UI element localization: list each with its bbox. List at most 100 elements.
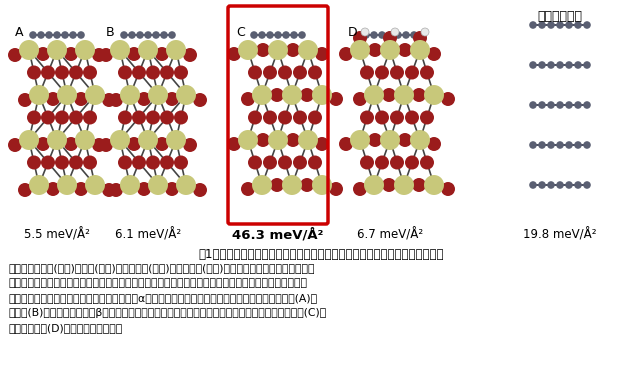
Circle shape — [556, 181, 564, 189]
Circle shape — [529, 141, 537, 149]
Circle shape — [263, 110, 277, 124]
Circle shape — [350, 40, 370, 60]
Circle shape — [46, 92, 60, 106]
Circle shape — [193, 183, 207, 197]
Circle shape — [144, 31, 152, 39]
Circle shape — [138, 40, 158, 60]
Circle shape — [136, 31, 144, 39]
Circle shape — [29, 31, 37, 39]
Circle shape — [282, 175, 302, 195]
Circle shape — [583, 21, 591, 29]
Circle shape — [382, 88, 396, 102]
Circle shape — [556, 61, 564, 69]
Circle shape — [547, 141, 555, 149]
Circle shape — [583, 101, 591, 109]
Circle shape — [398, 133, 412, 147]
Circle shape — [256, 43, 270, 57]
Circle shape — [312, 85, 332, 105]
Circle shape — [375, 66, 389, 80]
Circle shape — [64, 47, 78, 61]
Circle shape — [293, 110, 307, 124]
Circle shape — [308, 110, 322, 124]
Circle shape — [329, 182, 343, 196]
Circle shape — [183, 138, 197, 152]
Text: A: A — [15, 25, 24, 39]
Circle shape — [77, 31, 85, 39]
Circle shape — [529, 181, 537, 189]
Text: 5.5 meV/Å²: 5.5 meV/Å² — [24, 228, 90, 241]
Circle shape — [168, 31, 176, 39]
Circle shape — [183, 48, 197, 62]
Circle shape — [118, 66, 132, 80]
Circle shape — [278, 156, 292, 170]
Text: 6.1 meV/Å²: 6.1 meV/Å² — [115, 228, 181, 241]
Circle shape — [556, 21, 564, 29]
Circle shape — [383, 31, 397, 45]
Circle shape — [270, 88, 284, 102]
Circle shape — [394, 85, 414, 105]
Circle shape — [69, 156, 83, 170]
Circle shape — [110, 40, 130, 60]
Circle shape — [102, 183, 116, 197]
Circle shape — [132, 110, 146, 124]
Circle shape — [300, 178, 314, 192]
Text: 19.8 meV/Å²: 19.8 meV/Å² — [523, 228, 597, 241]
Circle shape — [74, 92, 88, 106]
Circle shape — [75, 130, 95, 150]
Circle shape — [382, 178, 396, 192]
Circle shape — [391, 28, 399, 36]
Circle shape — [61, 31, 69, 39]
Circle shape — [252, 85, 272, 105]
Circle shape — [18, 183, 32, 197]
Circle shape — [293, 66, 307, 80]
Circle shape — [420, 66, 434, 80]
Circle shape — [398, 43, 412, 57]
Circle shape — [538, 21, 546, 29]
Circle shape — [405, 66, 419, 80]
Circle shape — [375, 110, 389, 124]
Circle shape — [241, 182, 255, 196]
Circle shape — [353, 31, 367, 45]
Circle shape — [174, 66, 188, 80]
Circle shape — [41, 110, 55, 124]
Circle shape — [238, 40, 258, 60]
Circle shape — [364, 175, 384, 195]
Circle shape — [410, 130, 430, 150]
Circle shape — [160, 156, 174, 170]
Circle shape — [270, 178, 284, 192]
Circle shape — [160, 66, 174, 80]
Circle shape — [286, 43, 300, 57]
Circle shape — [258, 31, 266, 39]
Circle shape — [360, 110, 374, 124]
Circle shape — [102, 93, 116, 107]
Circle shape — [574, 101, 582, 109]
Circle shape — [160, 110, 174, 124]
Circle shape — [92, 48, 106, 62]
Circle shape — [27, 110, 41, 124]
Circle shape — [315, 137, 329, 151]
Circle shape — [529, 21, 537, 29]
Circle shape — [85, 175, 105, 195]
Circle shape — [556, 101, 564, 109]
Circle shape — [538, 141, 546, 149]
Text: グラファイト: グラファイト — [538, 10, 583, 23]
Circle shape — [127, 47, 141, 61]
Circle shape — [308, 156, 322, 170]
Circle shape — [420, 156, 434, 170]
Circle shape — [55, 156, 69, 170]
Circle shape — [329, 92, 343, 106]
Circle shape — [69, 110, 83, 124]
Circle shape — [364, 85, 384, 105]
Circle shape — [565, 181, 573, 189]
Circle shape — [155, 47, 169, 61]
Circle shape — [250, 31, 258, 39]
Circle shape — [410, 31, 418, 39]
Circle shape — [252, 175, 272, 195]
Circle shape — [83, 110, 97, 124]
Circle shape — [155, 137, 169, 151]
Circle shape — [390, 66, 404, 80]
Circle shape — [174, 156, 188, 170]
Circle shape — [583, 141, 591, 149]
Circle shape — [547, 61, 555, 69]
Circle shape — [69, 31, 77, 39]
